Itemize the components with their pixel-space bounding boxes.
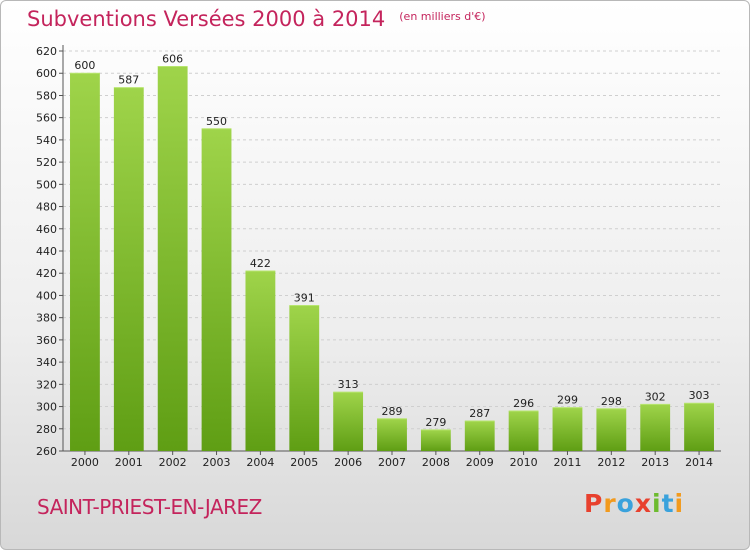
proxiti-logo[interactable]: Proxiti (584, 489, 685, 518)
y-tick-label: 620 (36, 45, 57, 58)
y-tick-label: 300 (36, 401, 57, 414)
x-tick-label-2010: 2010 (510, 456, 538, 469)
chart-title: Subventions Versées 2000 à 2014 (27, 7, 386, 31)
bar-2000 (70, 73, 100, 451)
data-label-2009: 287 (469, 407, 490, 420)
y-tick-label: 500 (36, 178, 57, 191)
x-tick-label-2007: 2007 (378, 456, 406, 469)
bar-2003 (201, 128, 232, 451)
data-label-2003: 550 (206, 115, 227, 128)
y-tick-label: 380 (36, 312, 57, 325)
y-tick-label: 280 (36, 423, 57, 436)
labels: 600 2000 587 2001 606 2002 550 2003 422 2004 391 20… (71, 53, 713, 469)
bar-2011 (552, 407, 583, 451)
y-tick-label: 540 (36, 134, 57, 147)
y-tick-label: 560 (36, 112, 57, 125)
data-label-2012: 298 (601, 395, 622, 408)
data-label-2011: 299 (557, 394, 578, 407)
bar-2012 (596, 408, 627, 451)
data-label-2008: 279 (425, 416, 446, 429)
x-tick-label-2012: 2012 (597, 456, 625, 469)
data-label-2010: 296 (513, 397, 534, 410)
title-area: Subventions Versées 2000 à 2014 (en milli… (27, 7, 486, 31)
bar-2013 (640, 404, 671, 451)
y-tick-label: 320 (36, 378, 57, 391)
x-tick-label-2014: 2014 (685, 456, 713, 469)
x-tick-label-2000: 2000 (71, 456, 99, 469)
y-tick-label: 260 (36, 445, 57, 458)
data-label-2004: 422 (250, 257, 271, 270)
y-tick-label: 600 (36, 67, 57, 80)
bar-2010 (508, 411, 539, 451)
x-tick-label-2003: 2003 (203, 456, 231, 469)
bar-2008 (420, 429, 451, 451)
data-label-2014: 303 (689, 389, 710, 402)
bars (70, 66, 714, 452)
y-tick-label: 340 (36, 356, 57, 369)
axes: 260 280 300 320 340 360 380 400 420 440 460 480 500 5… (36, 45, 721, 458)
bar-2001 (113, 87, 144, 452)
x-tick-label-2009: 2009 (466, 456, 494, 469)
bar-2009 (464, 421, 495, 451)
y-tick-label: 420 (36, 267, 57, 280)
x-tick-label-2004: 2004 (246, 456, 274, 469)
data-label-2013: 302 (645, 390, 666, 403)
x-tick-label-2011: 2011 (553, 456, 581, 469)
x-tick-label-2005: 2005 (290, 456, 318, 469)
data-label-2006: 313 (338, 378, 359, 391)
x-tick-label-2002: 2002 (159, 456, 187, 469)
bar-2004 (245, 271, 276, 451)
chart-subtitle: (en milliers d'€) (399, 10, 486, 23)
data-label-2001: 587 (118, 74, 139, 87)
commune-name: SAINT-PRIEST-EN-JAREZ (37, 495, 262, 519)
bar-2007 (377, 418, 407, 451)
x-tick-label-2006: 2006 (334, 456, 362, 469)
y-tick-label: 520 (36, 156, 57, 169)
x-tick-label-2008: 2008 (422, 456, 450, 469)
y-tick-label: 360 (36, 334, 57, 347)
x-tick-label-2013: 2013 (641, 456, 669, 469)
x-tick-label-2001: 2001 (115, 456, 143, 469)
data-label-2007: 289 (382, 405, 403, 418)
bar-2006 (333, 392, 364, 451)
data-label-2000: 600 (74, 59, 95, 72)
y-tick-label: 400 (36, 289, 57, 302)
y-tick-label: 460 (36, 223, 57, 236)
y-tick-label: 440 (36, 245, 57, 258)
bar-2002 (157, 66, 188, 452)
data-label-2005: 391 (294, 291, 315, 304)
y-tick-label: 480 (36, 201, 57, 214)
data-label-2002: 606 (162, 53, 183, 66)
bar-2005 (289, 305, 320, 451)
y-tick-label: 580 (36, 89, 57, 102)
bar-2014 (684, 403, 714, 451)
